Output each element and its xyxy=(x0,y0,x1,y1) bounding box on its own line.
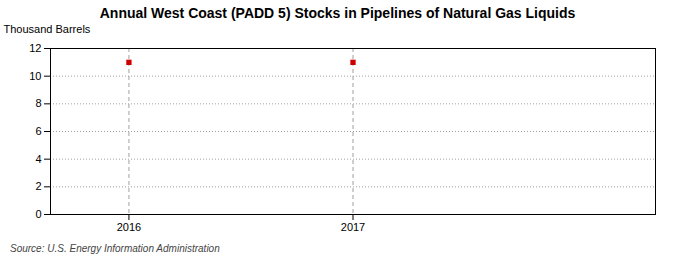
svg-text:10: 10 xyxy=(29,70,41,82)
svg-text:8: 8 xyxy=(35,97,41,109)
svg-text:0: 0 xyxy=(35,208,41,220)
svg-text:2017: 2017 xyxy=(341,221,365,233)
svg-text:2: 2 xyxy=(35,180,41,192)
svg-text:6: 6 xyxy=(35,125,41,137)
html-text:Source: U.S. Energy Informatio: Source: U.S. Energy Information Administ… xyxy=(10,243,220,254)
svg-text:2016: 2016 xyxy=(117,221,141,233)
html-text:Annual West Coast (PADD 5) Sto: Annual West Coast (PADD 5) Stocks in Pip… xyxy=(99,5,576,21)
svg-text:4: 4 xyxy=(35,153,41,165)
svg-text:12: 12 xyxy=(29,42,41,54)
svg-text:Thousand Barrels: Thousand Barrels xyxy=(4,23,91,35)
